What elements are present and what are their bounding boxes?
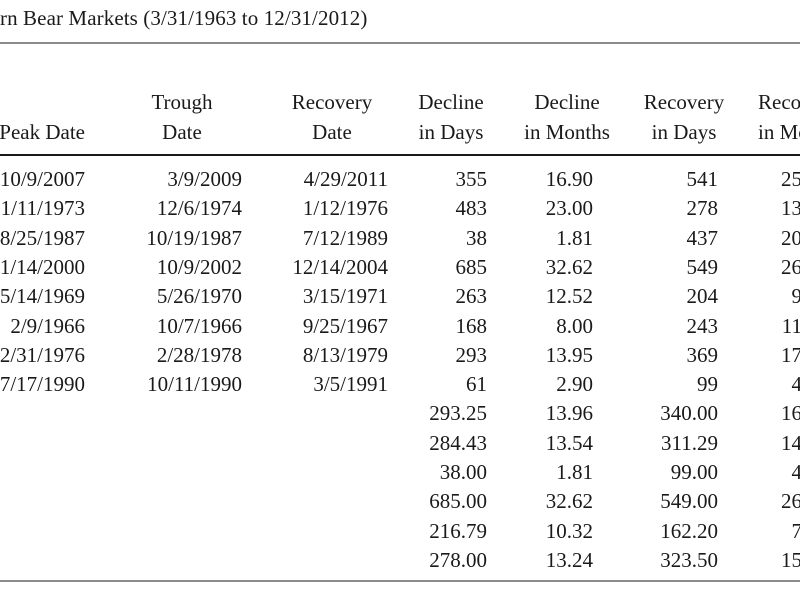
cell-recovery-months: 15 [781, 547, 800, 572]
cell-recovery-date: 12/14/2004 [292, 254, 388, 279]
cell-trough-date: 2/28/1978 [156, 342, 242, 367]
cell-peak-date: 2/9/1966 [10, 313, 85, 338]
cell-decline-months: 16.90 [545, 167, 593, 191]
cell-trough-date: 3/9/2009 [167, 167, 242, 191]
cell-recovery-months: 9 [791, 284, 800, 309]
cell-decline-months: 32.62 [545, 489, 593, 514]
cell-decline-days: 61 [466, 372, 487, 397]
cell-trough-date: 10/19/1987 [146, 225, 242, 250]
cell-decline-days: 685 [455, 254, 488, 279]
cell-decline-months: 12.52 [545, 284, 593, 309]
cell-recovery-days: 549 [686, 254, 719, 279]
cell-recovery-days: 99.00 [670, 460, 718, 484]
cell-recovery-date: 3/5/1991 [313, 372, 388, 397]
cell-decline-days: 38 [466, 225, 487, 250]
cell-recovery-days: 541 [686, 167, 719, 191]
cell-recovery-days: 323.50 [660, 547, 718, 572]
header-trough-date-line2: Date [162, 120, 202, 144]
cell-decline-months: 8.00 [556, 313, 593, 338]
cell-recovery-months: 26 [781, 489, 800, 514]
cell-recovery-date: 1/12/1976 [302, 196, 388, 221]
header-trough-date-line1: Trough [151, 90, 213, 114]
cell-decline-months: 13.95 [545, 342, 593, 367]
cell-trough-date: 5/26/1970 [156, 284, 242, 309]
cell-trough-date: 10/7/1966 [156, 313, 242, 338]
header-recovery-days-line2: in Days [651, 120, 717, 144]
top-rule [0, 42, 800, 44]
cell-decline-months: 1.81 [556, 460, 593, 484]
cell-decline-days: 355 [455, 167, 488, 191]
cell-recovery-days: 549.00 [660, 489, 718, 514]
cell-decline-months: 2.90 [556, 372, 593, 397]
cell-recovery-days: 340.00 [660, 401, 718, 426]
cell-decline-days: 685.00 [429, 489, 487, 514]
header-recovery-months-line2: in Mo [758, 120, 800, 144]
cell-trough-date: 10/11/1990 [147, 372, 242, 397]
cell-recovery-date: 8/13/1979 [302, 342, 388, 367]
cell-recovery-days: 243 [686, 313, 719, 338]
cell-recovery-days: 369 [686, 342, 719, 367]
cell-decline-months: 32.62 [545, 254, 593, 279]
cell-recovery-date: 9/25/1967 [302, 313, 388, 338]
cell-peak-date: 8/25/1987 [0, 225, 85, 250]
cell-decline-months: 13.54 [545, 430, 593, 455]
cell-recovery-months: 4 [791, 372, 800, 397]
cell-decline-days: 293.25 [429, 401, 487, 426]
cell-decline-days: 263 [455, 284, 488, 309]
cell-recovery-months: 4 [791, 460, 800, 484]
cell-recovery-months: 13 [781, 196, 800, 221]
cell-recovery-months: 16 [781, 401, 800, 426]
cell-recovery-date: 4/29/2011 [303, 167, 388, 191]
cell-recovery-date: 7/12/1989 [302, 225, 388, 250]
cell-recovery-months: 25 [781, 167, 800, 191]
cell-peak-date: 10/9/2007 [0, 167, 85, 191]
cell-decline-days: 293 [455, 342, 488, 367]
cell-peak-date: 7/17/1990 [0, 372, 85, 397]
cell-decline-days: 284.43 [429, 430, 487, 455]
bottom-rule [0, 580, 800, 582]
header-recovery-days-line1: Recovery [643, 90, 725, 114]
cell-decline-days: 483 [455, 196, 488, 221]
cell-peak-date: 1/11/1973 [0, 196, 85, 221]
cell-recovery-days: 311.29 [661, 430, 718, 455]
cell-recovery-days: 162.20 [660, 518, 718, 543]
cell-decline-days: 216.79 [429, 518, 487, 543]
header-decline-months-line1: Decline [534, 90, 600, 114]
header-recovery-date-line2: Date [312, 120, 352, 144]
header-decline-months-line2: in Months [524, 120, 610, 144]
cell-decline-months: 1.81 [556, 225, 593, 250]
cell-peak-date: 2/31/1976 [0, 342, 85, 367]
header-decline-days-line1: Decline [418, 90, 484, 114]
cell-decline-months: 13.96 [545, 401, 593, 426]
cell-recovery-months: 11 [781, 313, 800, 338]
cell-decline-days: 38.00 [439, 460, 487, 484]
header-decline-days-line2: in Days [418, 120, 484, 144]
cell-recovery-days: 204 [686, 284, 719, 309]
cell-recovery-months: 26 [781, 254, 800, 279]
cell-decline-months: 13.24 [545, 547, 593, 572]
cell-recovery-months: 14 [781, 430, 800, 455]
table-title: rn Bear Markets (3/31/1963 to 12/31/2012… [0, 6, 368, 30]
cell-recovery-days: 99 [697, 372, 718, 397]
cell-trough-date: 10/9/2002 [156, 254, 242, 279]
cell-recovery-date: 3/15/1971 [302, 284, 388, 309]
cell-decline-days: 278.00 [429, 547, 487, 572]
cell-decline-months: 10.32 [545, 518, 593, 543]
cell-peak-date: 5/14/1969 [0, 284, 85, 309]
header-peak-date-line2: Peak Date [0, 120, 85, 144]
cell-recovery-days: 437 [686, 225, 719, 250]
cell-decline-days: 168 [455, 313, 488, 338]
cell-peak-date: 1/14/2000 [0, 254, 85, 279]
cell-decline-months: 23.00 [545, 196, 593, 221]
cell-recovery-months: 7 [791, 518, 800, 543]
cell-recovery-days: 278 [686, 196, 719, 221]
cell-recovery-months: 17 [781, 342, 800, 367]
header-recovery-date-line1: Recovery [291, 90, 373, 114]
cell-recovery-months: 20 [781, 225, 800, 250]
cell-trough-date: 12/6/1974 [156, 196, 242, 221]
header-recovery-months-line1: Reco [758, 90, 800, 114]
header-rule [0, 154, 800, 156]
